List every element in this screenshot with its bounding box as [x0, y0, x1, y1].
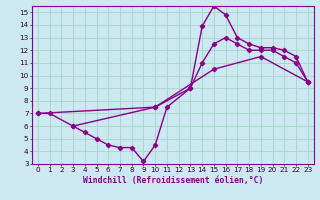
- X-axis label: Windchill (Refroidissement éolien,°C): Windchill (Refroidissement éolien,°C): [83, 176, 263, 185]
